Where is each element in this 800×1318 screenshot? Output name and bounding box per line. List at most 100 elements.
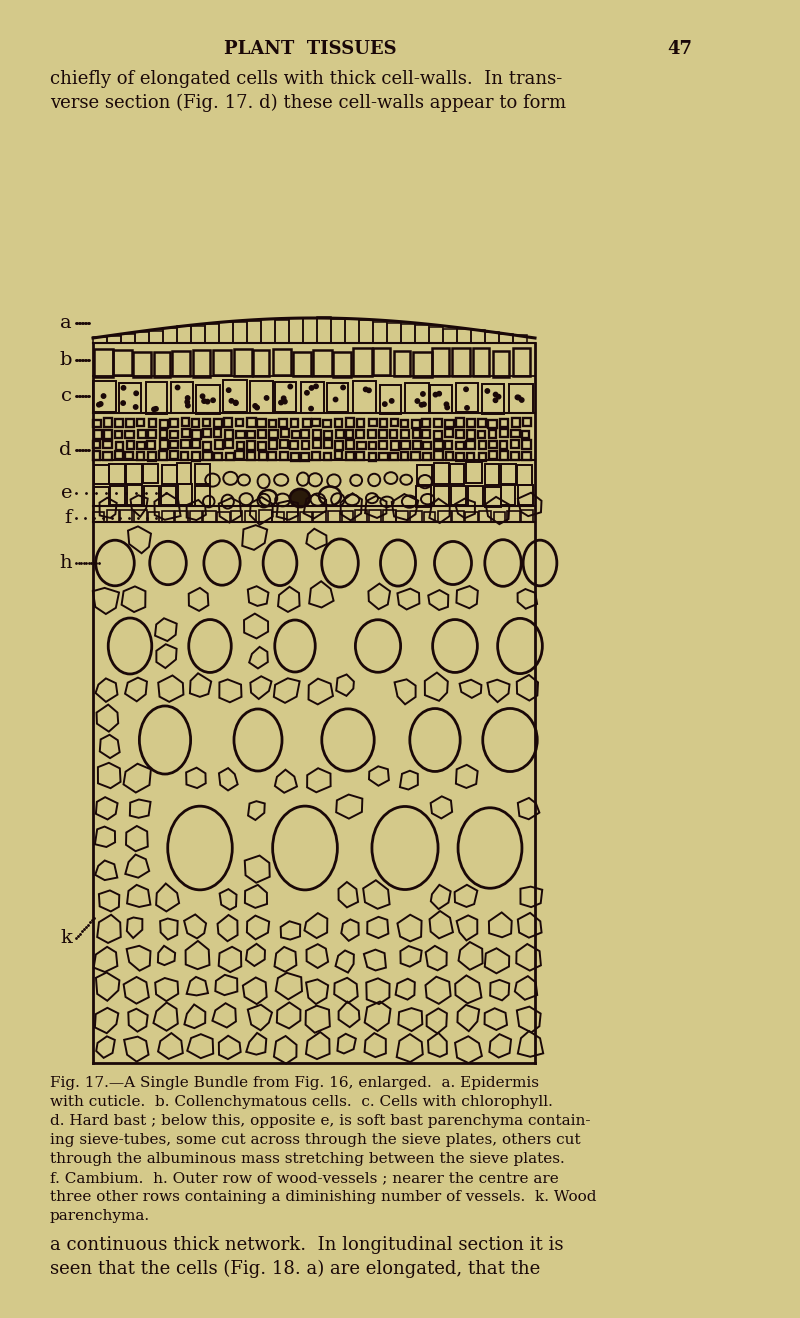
Bar (247, 431, 255, 439)
Text: parenchyma.: parenchyma. (50, 1209, 150, 1223)
Bar (302, 442, 310, 449)
Bar (270, 430, 278, 438)
Bar (274, 382, 296, 413)
Bar (302, 453, 309, 460)
Bar (293, 352, 311, 376)
Bar (401, 419, 408, 427)
Bar (269, 420, 276, 427)
Bar (159, 451, 167, 460)
Bar (281, 428, 289, 438)
Bar (434, 431, 442, 439)
Bar (423, 442, 431, 449)
Bar (137, 442, 145, 449)
Bar (214, 440, 223, 448)
Bar (172, 351, 190, 376)
Bar (423, 452, 431, 460)
Bar (235, 451, 244, 459)
Circle shape (494, 393, 498, 397)
Bar (430, 385, 452, 413)
Bar (94, 486, 110, 506)
Bar (313, 419, 320, 426)
Bar (390, 442, 398, 449)
Bar (405, 382, 429, 413)
Bar (357, 419, 365, 427)
Text: PLANT  TISSUES: PLANT TISSUES (224, 40, 396, 58)
Bar (302, 430, 310, 438)
Bar (390, 419, 398, 426)
Bar (259, 510, 271, 522)
Circle shape (305, 390, 309, 395)
Circle shape (515, 395, 520, 399)
Bar (214, 452, 222, 460)
Bar (466, 431, 474, 439)
Bar (182, 440, 190, 448)
Text: three other rows containing a diminishing number of vessels.  k. Wood: three other rows containing a diminishin… (50, 1190, 597, 1205)
Bar (452, 348, 470, 376)
Bar (314, 440, 321, 448)
Bar (170, 431, 178, 438)
Bar (274, 349, 290, 376)
Bar (94, 430, 102, 439)
Circle shape (185, 399, 190, 405)
Circle shape (234, 401, 238, 406)
Bar (217, 511, 230, 522)
Bar (478, 440, 486, 449)
Text: a continuous thick network.  In longitudinal section it is: a continuous thick network. In longitudi… (50, 1236, 563, 1253)
Circle shape (282, 397, 286, 401)
Bar (412, 420, 421, 428)
Text: seen that the cells (Fig. 18. a) are elongated, that the: seen that the cells (Fig. 18. a) are elo… (50, 1260, 540, 1278)
Bar (522, 452, 530, 460)
Text: with cuticle.  b. Collenchymatous cells.  c. Cells with chlorophyll.: with cuticle. b. Collenchymatous cells. … (50, 1095, 553, 1108)
Bar (357, 452, 364, 460)
Bar (512, 419, 520, 427)
Text: a: a (60, 314, 72, 332)
Bar (247, 452, 255, 460)
Bar (115, 451, 123, 460)
Circle shape (437, 391, 442, 395)
Text: c: c (61, 387, 72, 405)
Bar (137, 419, 145, 426)
Bar (432, 348, 450, 376)
Circle shape (202, 399, 206, 403)
Bar (148, 452, 156, 460)
Circle shape (264, 395, 269, 401)
Bar (434, 486, 450, 506)
Circle shape (230, 398, 234, 403)
Bar (346, 452, 354, 460)
Bar (500, 430, 508, 438)
Bar (485, 488, 501, 507)
Circle shape (422, 402, 426, 406)
Text: h: h (59, 554, 72, 572)
Bar (160, 420, 168, 428)
Bar (358, 442, 366, 449)
Bar (203, 452, 211, 460)
Bar (401, 452, 408, 460)
Bar (522, 440, 530, 448)
Bar (126, 419, 134, 427)
Circle shape (434, 393, 438, 397)
Circle shape (334, 397, 338, 402)
Bar (126, 452, 133, 460)
Bar (133, 352, 151, 377)
Bar (413, 352, 432, 377)
Bar (302, 419, 311, 427)
Bar (511, 440, 519, 448)
Bar (190, 511, 202, 522)
Bar (292, 431, 300, 439)
Circle shape (415, 399, 419, 403)
Circle shape (517, 395, 521, 399)
Bar (268, 452, 276, 460)
Bar (181, 452, 188, 460)
Bar (192, 452, 199, 461)
Bar (346, 430, 353, 438)
Bar (373, 348, 390, 376)
Bar (323, 419, 330, 427)
Bar (119, 384, 141, 413)
Bar (104, 430, 112, 439)
Bar (490, 442, 497, 448)
Circle shape (226, 387, 231, 393)
Circle shape (121, 401, 126, 405)
Bar (479, 511, 491, 522)
Bar (138, 430, 146, 438)
Bar (279, 419, 286, 427)
